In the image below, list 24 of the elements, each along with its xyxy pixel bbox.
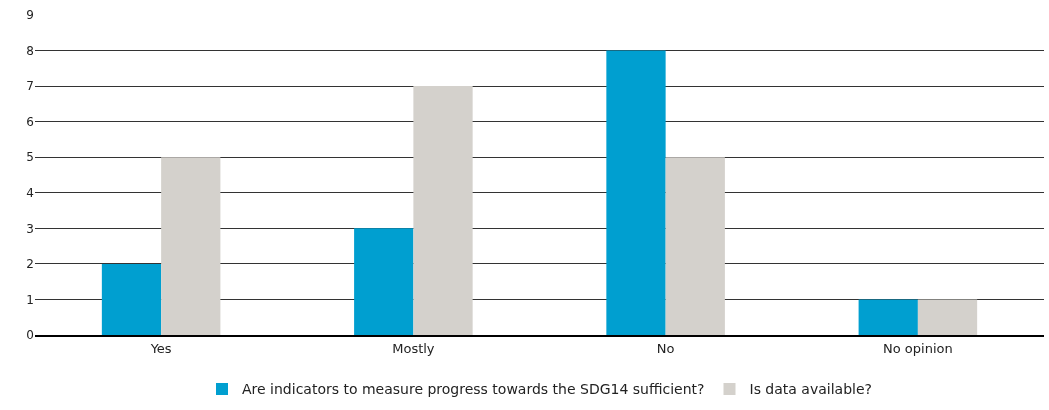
bar xyxy=(665,157,725,335)
x-tick-label: No opinion xyxy=(883,340,953,356)
x-tick-label: Mostly xyxy=(392,340,435,356)
y-tick-label: 0 xyxy=(26,328,34,343)
y-tick-label: 4 xyxy=(26,185,34,200)
bar xyxy=(354,228,414,335)
legend-label: Are indicators to measure progress towards the SDG14 sufficient? xyxy=(242,381,705,398)
legend-label: Is data available? xyxy=(749,381,872,398)
y-tick-label: 8 xyxy=(26,43,34,58)
y-tick-label: 5 xyxy=(26,150,34,165)
bar xyxy=(858,299,918,335)
y-tick-label: 3 xyxy=(26,221,34,236)
y-tick-label: 7 xyxy=(26,79,34,94)
y-tick-label: 1 xyxy=(26,292,34,307)
bar xyxy=(101,263,162,335)
y-tick-label: 6 xyxy=(26,114,34,129)
y-tick-label: 2 xyxy=(26,257,34,272)
x-tick-label: Yes xyxy=(149,340,172,356)
x-tick-label: No xyxy=(656,340,675,356)
bar xyxy=(606,50,666,335)
bar xyxy=(917,299,978,335)
y-tick-label: 9 xyxy=(26,8,34,23)
bar xyxy=(161,157,221,335)
bar xyxy=(413,86,473,335)
